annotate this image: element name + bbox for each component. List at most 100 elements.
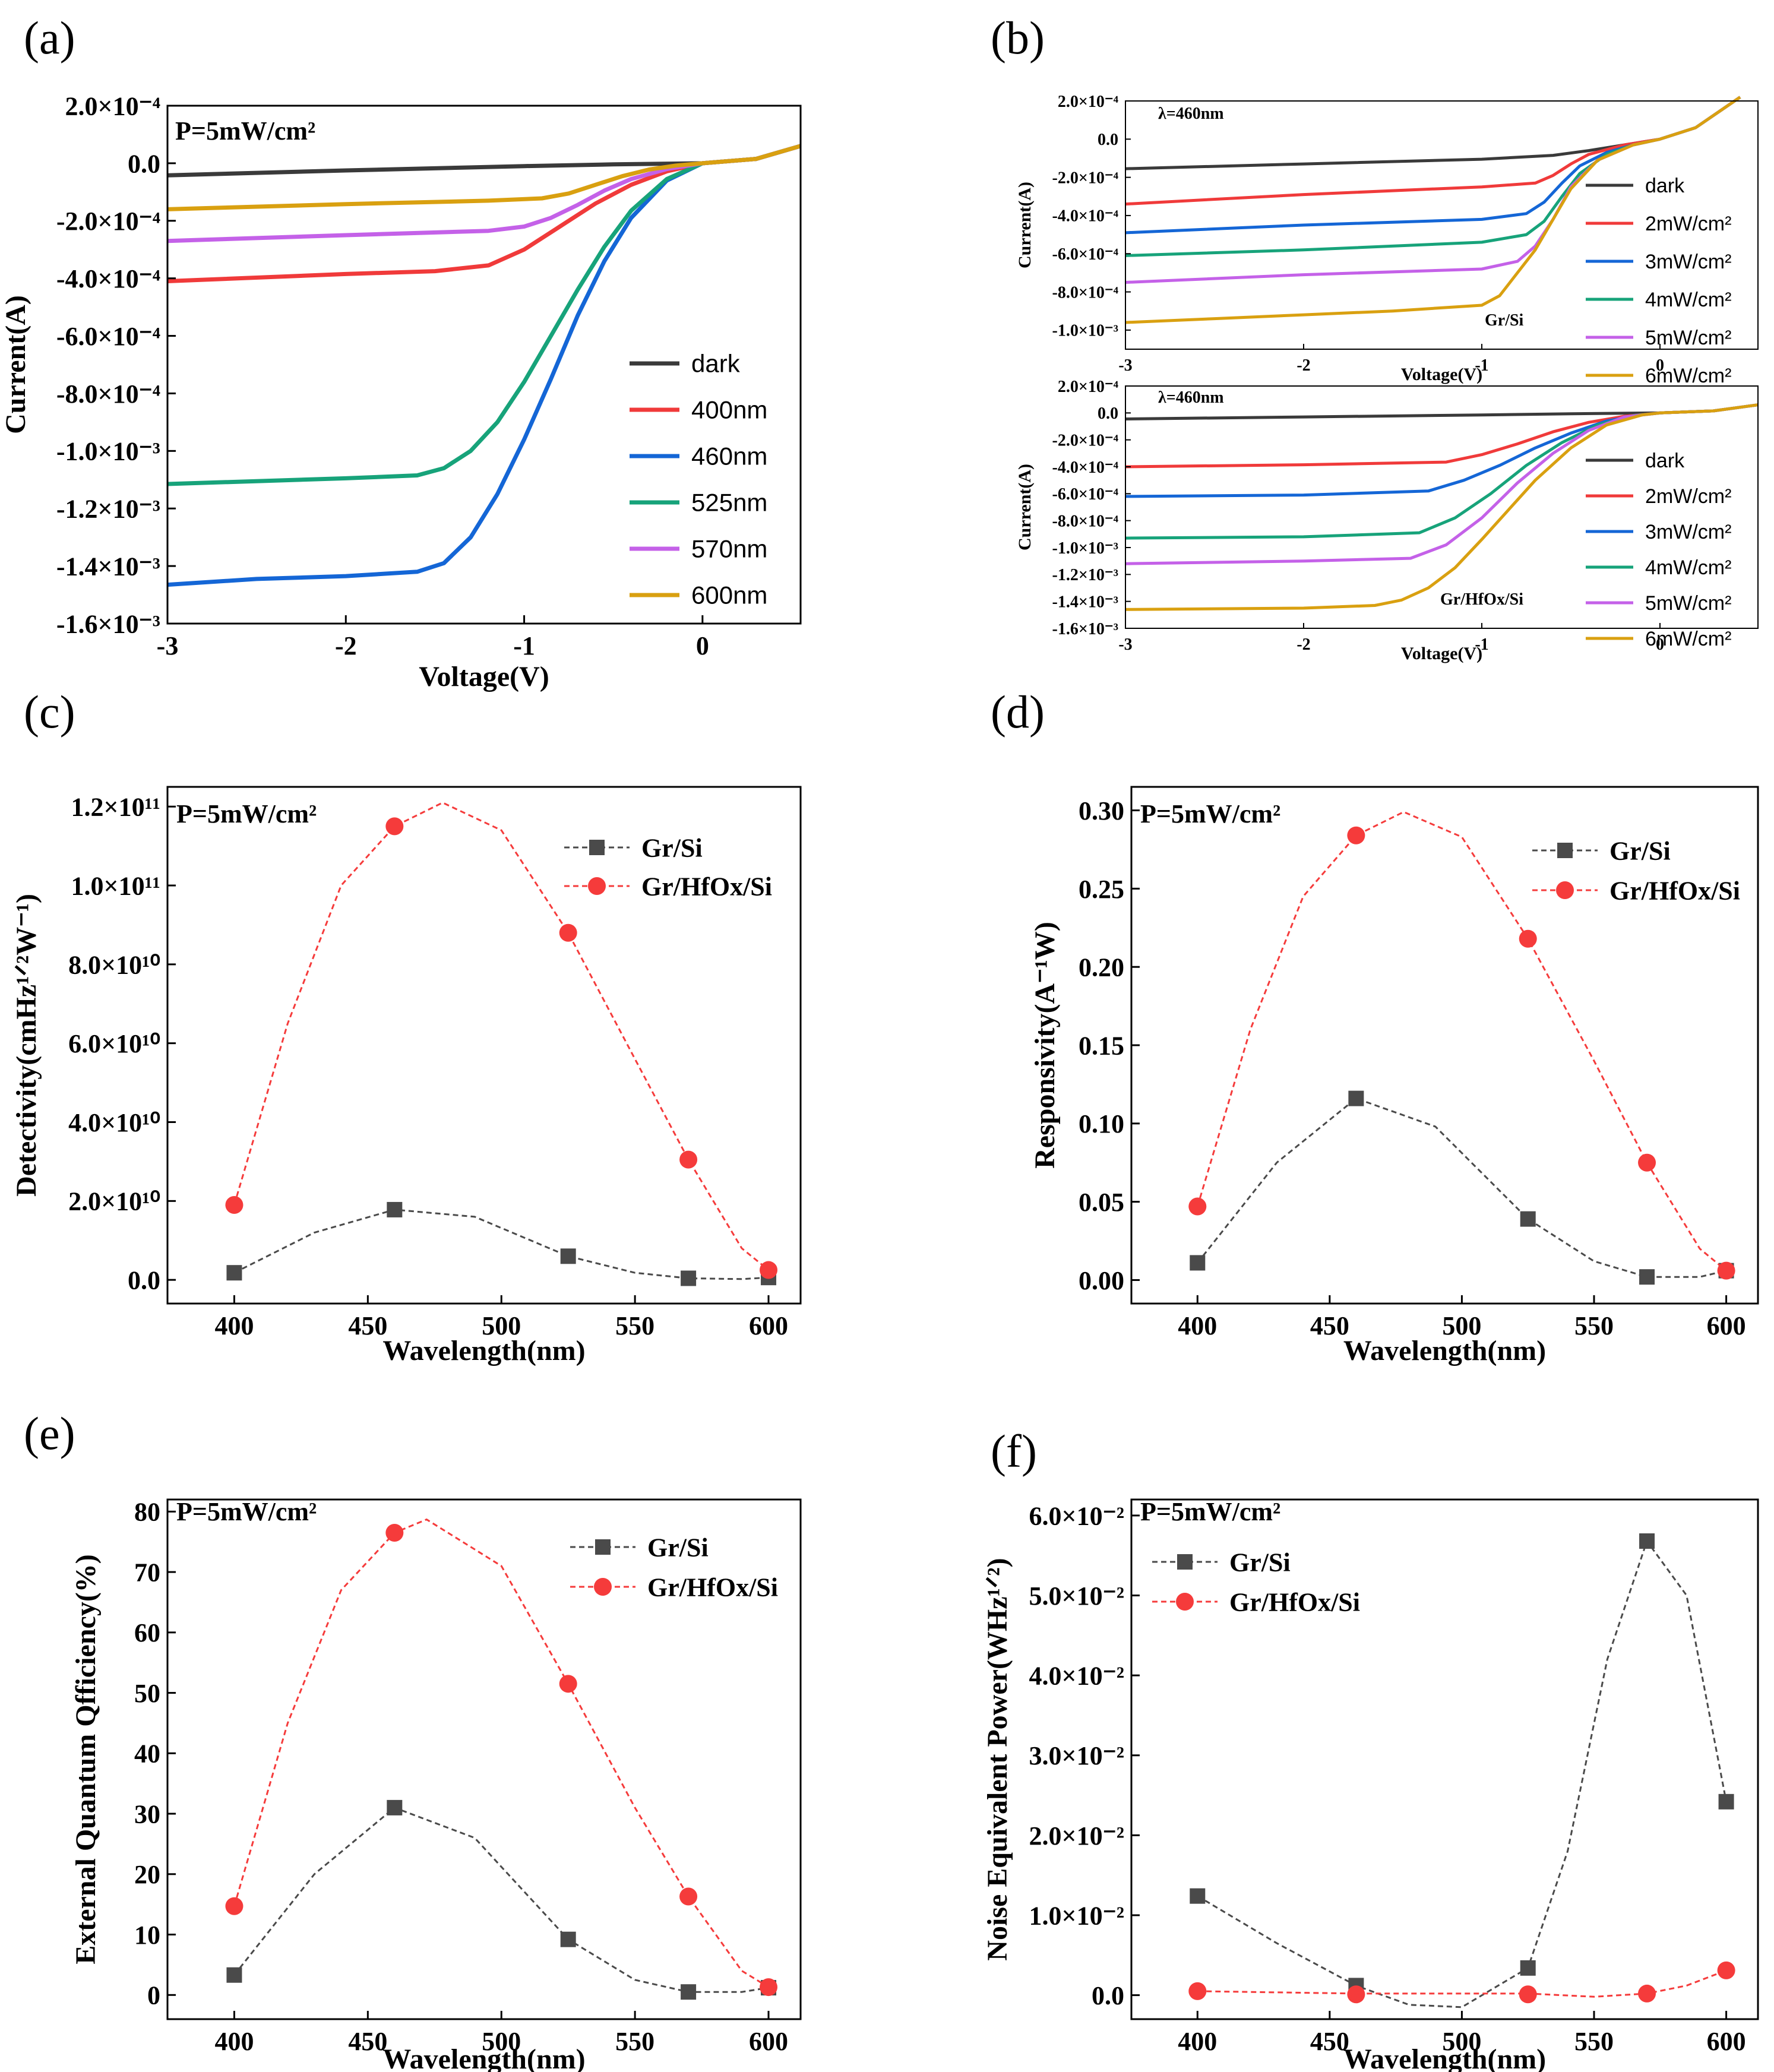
y-tick-label: 0.05 xyxy=(1079,1188,1124,1217)
x-tick-label: 550 xyxy=(1574,2027,1614,2056)
y-tick-label: 6.0×10¹⁰ xyxy=(68,1029,160,1058)
x-tick-label: 400 xyxy=(1178,2027,1217,2056)
data-point-square xyxy=(1639,1269,1655,1285)
fit-line-1 xyxy=(233,1518,769,1988)
series-line-0 xyxy=(167,144,801,178)
fit-line-1 xyxy=(233,801,769,1271)
chart-b-gr-si: -3 -2 -1 0 2.0×10⁻⁴ 0.0 -2.0×10⁻⁴ -4.0×10⁻⁴ -6.0… xyxy=(1015,93,1759,387)
plot-frame xyxy=(1125,100,1759,350)
chart-b-gr-hfox-si: -3 -2 -1 0 2.0×10⁻⁴ 0.0 -2.0×10⁻⁴ -4.0×10⁻⁴ -6.0… xyxy=(1015,378,1759,663)
y-tick-label: 0 xyxy=(147,1981,160,2010)
fit-line-0 xyxy=(233,1209,769,1280)
y-tick-label: -2.0×10⁻⁴ xyxy=(56,207,160,236)
data-point-circle xyxy=(1519,1985,1537,2004)
series-line-3 xyxy=(167,144,801,486)
data-point-circle xyxy=(1717,1261,1735,1280)
y-tick-label: -4.0×10⁻⁴ xyxy=(56,264,160,293)
x-tick-label: -3 xyxy=(1118,635,1132,654)
chart-a: -3 -2 -1 0 2.0×10⁻⁴ 0.0 -2.0×10⁻⁴ -4.0×10⁻⁴ -6.0… xyxy=(0,91,802,692)
x-tick-label: 600 xyxy=(749,2027,788,2056)
legend-label: 5mW/cm² xyxy=(1645,592,1731,615)
y-tick-label: 1.0×10¹¹ xyxy=(71,871,160,900)
x-tick-label: 550 xyxy=(615,1311,654,1340)
x-tick-label: 400 xyxy=(214,1311,254,1340)
y-tick-label: -4.0×10⁻⁴ xyxy=(1052,458,1119,477)
y-tick-label: -1.4×10⁻³ xyxy=(1052,593,1118,611)
legend-label: Gr/Si xyxy=(647,1533,709,1562)
data-point-circle xyxy=(1638,1984,1656,2003)
x-axis-label: Wavelength(nm) xyxy=(1343,1335,1546,1366)
plot-frame xyxy=(166,1498,802,2020)
plot-frame xyxy=(1130,1498,1759,2020)
y-tick-label: 0.20 xyxy=(1079,953,1124,982)
legend-label: Gr/HfOx/Si xyxy=(1609,876,1740,905)
x-axis-label: Voltage(V) xyxy=(1401,644,1482,663)
y-tick-label: 8.0×10¹⁰ xyxy=(68,950,160,979)
y-tick-label: 30 xyxy=(134,1799,160,1829)
data-point-circle xyxy=(760,1978,778,1997)
y-tick-label: -1.0×10⁻³ xyxy=(1052,322,1118,340)
y-tick-label: 1.2×10¹¹ xyxy=(71,793,160,822)
y-tick-label: -6.0×10⁻⁴ xyxy=(1052,485,1119,504)
panel-label-f: (f) xyxy=(991,1425,1037,1477)
legend-label: 2mW/cm² xyxy=(1645,485,1731,508)
x-tick-label: -3 xyxy=(1118,356,1132,375)
data-point-square xyxy=(387,1201,403,1217)
chart-e-eqe: 400 450 500 550 600 0 10 20 30 40 50 60 70 80 Waveleng… xyxy=(70,1497,802,2072)
y-tick-label: 0.30 xyxy=(1079,796,1124,825)
legend-label: 5mW/cm² xyxy=(1645,327,1731,349)
y-axis-label: Responsivity(A⁻¹W) xyxy=(1029,922,1061,1169)
condition-annotation: P=5mW/cm² xyxy=(1140,799,1280,828)
data-point-square xyxy=(1520,1211,1536,1227)
x-tick-label: 500 xyxy=(482,1311,521,1340)
data-point-circle xyxy=(760,1261,778,1279)
y-tick-label: 60 xyxy=(134,1618,160,1647)
x-tick-label: 0 xyxy=(1656,635,1664,654)
data-point-square xyxy=(681,1984,697,2000)
x-axis-label: Voltage(V) xyxy=(419,661,549,692)
legend-label: Gr/HfOx/Si xyxy=(641,872,772,901)
x-axis-label: Wavelength(nm) xyxy=(1343,2043,1546,2072)
y-tick-label: -6.0×10⁻⁴ xyxy=(1052,245,1119,264)
y-tick-label: 4.0×10¹⁰ xyxy=(68,1108,160,1137)
y-tick-label: -8.0×10⁻⁴ xyxy=(56,379,160,409)
legend-label: 6mW/cm² xyxy=(1645,365,1731,387)
x-tick-label: 600 xyxy=(1707,2027,1746,2056)
plot-frame xyxy=(166,105,802,625)
data-point-square xyxy=(1718,1793,1734,1810)
x-tick-label: 550 xyxy=(1574,1311,1614,1340)
legend-marker-circle xyxy=(1176,1593,1194,1611)
legend-label: dark xyxy=(1645,450,1685,472)
series-line-5 xyxy=(167,144,801,211)
legend-label: 600nm xyxy=(691,581,767,609)
y-tick-label: 0.15 xyxy=(1079,1031,1124,1060)
y-tick-label: -2.0×10⁻⁴ xyxy=(1052,431,1119,450)
data-point-square xyxy=(560,1931,576,1947)
x-tick-label: 400 xyxy=(1178,1311,1217,1340)
data-point-circle xyxy=(1347,826,1365,844)
data-point-circle xyxy=(1638,1153,1656,1172)
legend-label: Gr/Si xyxy=(1229,1548,1291,1577)
data-point-square xyxy=(226,1265,242,1281)
x-tick-label: -1 xyxy=(513,631,535,660)
legend-label: 460nm xyxy=(691,442,767,470)
data-point-circle xyxy=(1188,1982,1207,2000)
x-axis-label: Wavelength(nm) xyxy=(382,2043,585,2072)
series-line-5 xyxy=(1125,96,1741,324)
series-line-5 xyxy=(1125,403,1759,611)
y-tick-label: 50 xyxy=(134,1679,160,1708)
y-tick-label: 0.0 xyxy=(1098,404,1118,423)
x-tick-label: 500 xyxy=(482,2027,521,2056)
y-axis-label: Current(A) xyxy=(0,295,31,434)
data-point-circle xyxy=(559,923,577,942)
x-tick-label: -2 xyxy=(1296,356,1310,375)
y-tick-label: -1.2×10⁻³ xyxy=(1052,566,1118,584)
panel-label-e: (e) xyxy=(24,1407,75,1459)
x-tick-label: 450 xyxy=(1310,2027,1349,2056)
legend-label: Gr/Si xyxy=(1609,836,1671,865)
data-point-circle xyxy=(1519,929,1537,948)
y-tick-label: -6.0×10⁻⁴ xyxy=(56,322,160,351)
y-tick-label: -8.0×10⁻⁴ xyxy=(1052,283,1119,302)
data-point-square xyxy=(1348,1090,1364,1106)
